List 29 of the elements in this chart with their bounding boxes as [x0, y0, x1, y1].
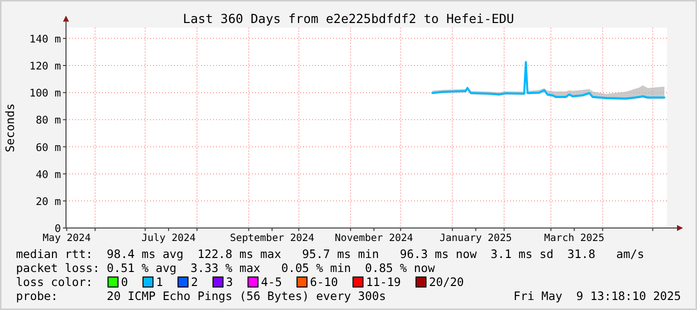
- y-tick-label: 120 m: [29, 60, 61, 73]
- y-tick-label: 40 m: [36, 168, 61, 181]
- text: 20/20: [429, 275, 464, 289]
- text: 11-19: [366, 275, 401, 289]
- x-tick-label: May 2024: [42, 233, 91, 244]
- y-tick-label: 60 m: [36, 142, 61, 154]
- text: median rtt: 98.4 ms avg 122.8 ms max 95.7 ms min 96.3 ms now 3.1 ms sd 31.8 am/s: [16, 247, 644, 261]
- x-tick-label: July 2024: [141, 233, 196, 244]
- text: probe: 20 ICMP Echo Pings (56 Bytes) every 300s: [16, 289, 386, 303]
- y-tick-label: 140 m: [29, 33, 61, 46]
- y-tick-label: 80 m: [36, 114, 61, 127]
- x-tick-label: September 2024: [230, 233, 314, 244]
- text: 1: [156, 275, 163, 289]
- y-tick-label: 0: [54, 223, 61, 235]
- text: loss color:: [16, 275, 93, 289]
- text: 2: [191, 275, 198, 289]
- chart-title: Last 360 Days from e2e225bdfdf2 to Hefei-EDU: [182, 11, 514, 26]
- text: 4-5: [261, 275, 282, 289]
- x-tick-label: March 2025: [544, 233, 604, 244]
- y-axis-title: Seconds: [3, 103, 17, 152]
- text: packet loss: 0.51 % avg 3.33 % max 0.05 % min 0.85 % now: [16, 261, 435, 275]
- text: 0: [121, 275, 128, 289]
- x-tick-label: November 2024: [334, 233, 414, 244]
- x-tick-label: January 2025: [440, 233, 512, 244]
- text: 3: [226, 275, 233, 289]
- y-tick-label: 100 m: [29, 88, 61, 100]
- text: 6-10: [310, 275, 338, 289]
- y-tick-label: 20 m: [36, 196, 61, 208]
- text: Fri May 9 13:18:10 2025: [513, 289, 682, 303]
